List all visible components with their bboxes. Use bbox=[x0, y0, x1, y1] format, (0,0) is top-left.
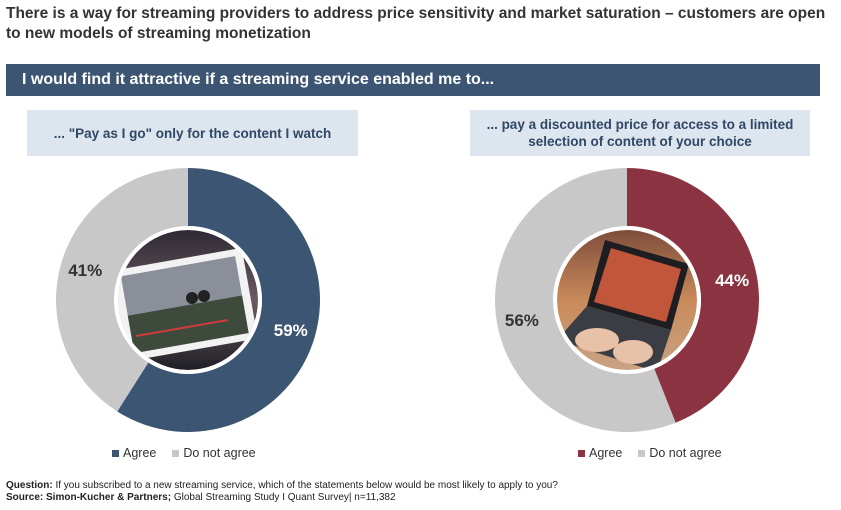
section-banner: I would find it attractive if a streamin… bbox=[6, 64, 820, 96]
picture-ring bbox=[553, 226, 701, 374]
chart-2-legend: Agree Do not agree bbox=[578, 446, 722, 460]
chart-1-legend: Agree Do not agree bbox=[112, 446, 256, 460]
data-label-do-not-agree: 41% bbox=[68, 261, 102, 280]
legend-label-do-not-agree: Do not agree bbox=[183, 446, 256, 460]
legend-label-do-not-agree: Do not agree bbox=[649, 446, 722, 460]
legend-item-agree: Agree bbox=[578, 446, 622, 460]
question-note: Question: If you subscribed to a new str… bbox=[6, 480, 558, 491]
source-note: Source: Simon-Kucher & Partners; Global … bbox=[6, 492, 396, 503]
chart-1-subtitle: ... "Pay as I go" only for the content I… bbox=[27, 110, 358, 156]
legend-label-agree: Agree bbox=[589, 446, 623, 460]
data-label-agree: 59% bbox=[274, 321, 308, 340]
slice-agree bbox=[117, 168, 320, 432]
legend-item-do-not-agree: Do not agree bbox=[638, 446, 722, 460]
picture-ring bbox=[114, 226, 262, 374]
donut-chart-pay-as-you-go: 59% 41% bbox=[56, 168, 320, 432]
chart-2-subtitle: ... pay a discounted price for access to… bbox=[470, 110, 810, 156]
data-label-do-not-agree: 56% bbox=[505, 311, 539, 330]
legend-swatch-agree bbox=[112, 449, 119, 457]
slice-agree bbox=[627, 168, 759, 423]
footer: Question: If you subscribed to a new str… bbox=[6, 480, 558, 504]
tablet-photo-image bbox=[118, 230, 258, 370]
laptop-photo-image bbox=[557, 230, 697, 370]
legend-label-agree: Agree bbox=[123, 446, 157, 460]
legend-item-do-not-agree: Do not agree bbox=[172, 446, 256, 460]
slice-do-not-agree bbox=[495, 168, 676, 432]
page-title: There is a way for streaming providers t… bbox=[6, 5, 826, 42]
donut-chart-discounted-price: 44% 56% bbox=[495, 168, 759, 432]
data-label-agree: 44% bbox=[715, 271, 749, 290]
legend-item-agree: Agree bbox=[112, 446, 156, 460]
legend-swatch-do-not-agree bbox=[638, 449, 646, 457]
legend-swatch-agree bbox=[578, 449, 585, 457]
slice-do-not-agree bbox=[56, 168, 188, 412]
legend-swatch-do-not-agree bbox=[172, 449, 180, 457]
